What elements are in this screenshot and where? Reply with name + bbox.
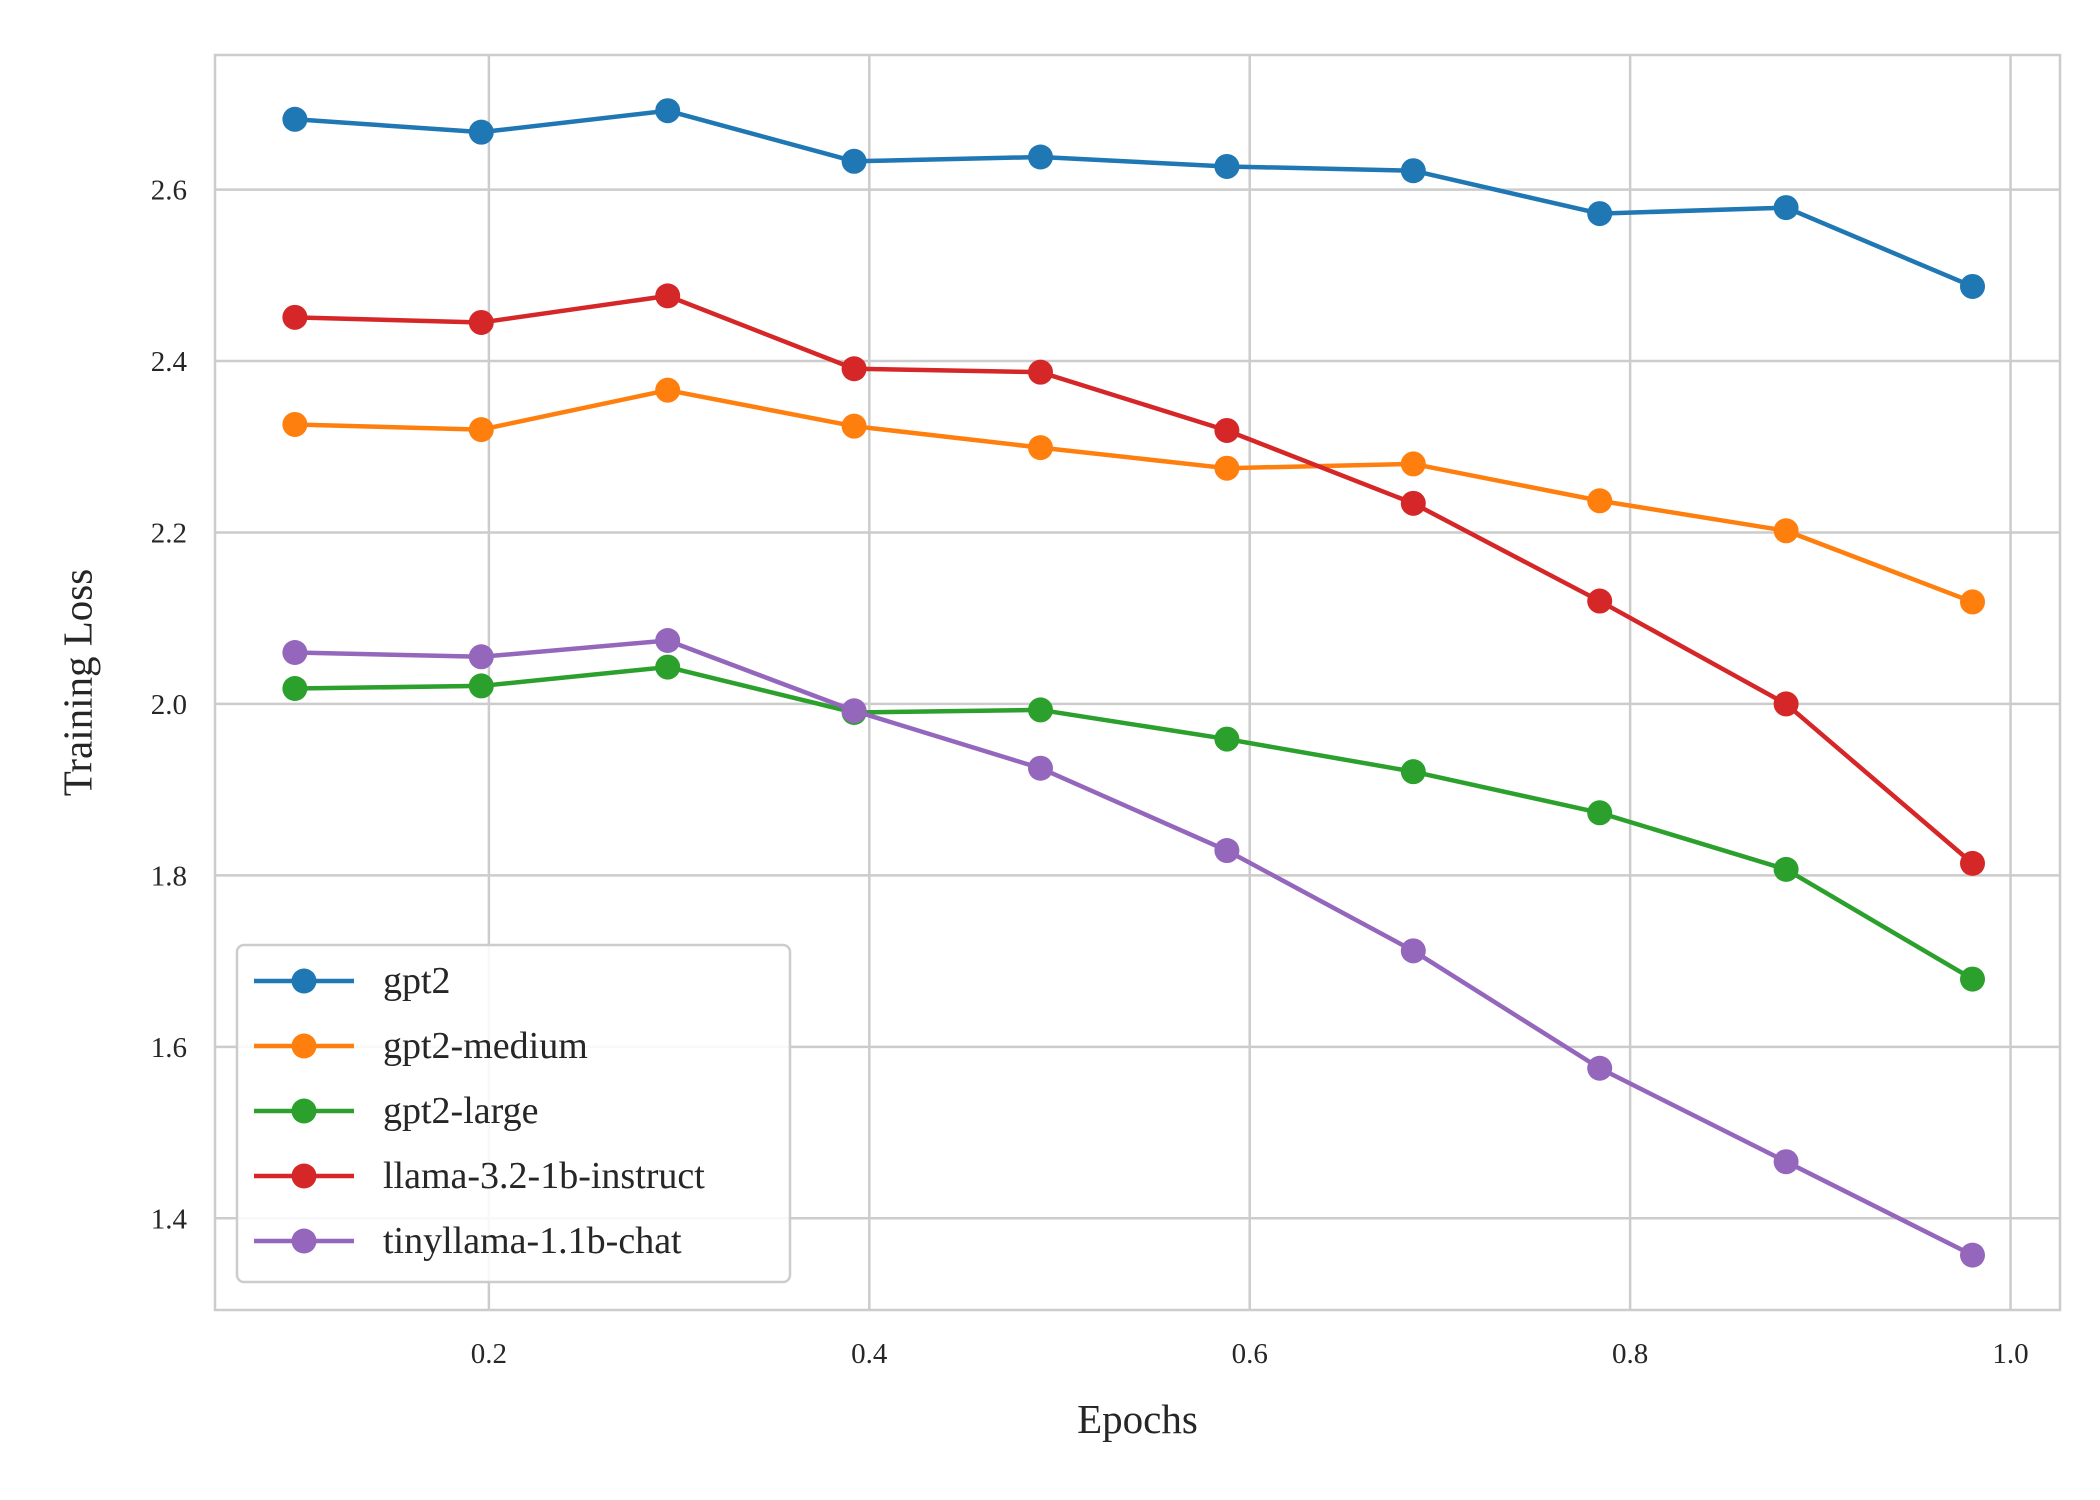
legend-item: gpt2-large bbox=[254, 1090, 538, 1132]
data-point bbox=[655, 627, 681, 653]
data-point bbox=[655, 98, 681, 124]
data-point bbox=[1960, 1242, 1986, 1268]
y-tick-label: 2.4 bbox=[151, 346, 188, 378]
legend-item: gpt2-medium bbox=[254, 1025, 588, 1067]
data-point bbox=[841, 148, 867, 174]
series-line bbox=[294, 387, 1974, 605]
data-point bbox=[1960, 273, 1986, 299]
y-tick-label: 2.2 bbox=[151, 517, 187, 549]
data-point bbox=[1773, 518, 1799, 544]
grid bbox=[215, 55, 2060, 1310]
legend-item: tinyllama-1.1b-chat bbox=[254, 1220, 682, 1262]
series-llama-3.2-1b-instruct bbox=[282, 283, 1986, 876]
data-point bbox=[1027, 359, 1053, 385]
data-point bbox=[1400, 490, 1426, 516]
data-point bbox=[1587, 588, 1613, 614]
x-tick-label: 0.8 bbox=[1612, 1338, 1648, 1370]
data-point bbox=[841, 698, 867, 724]
series-tinyllama-1.1b-chat bbox=[282, 627, 1986, 1268]
plot-frame bbox=[213, 53, 2062, 1312]
legend-swatch-marker bbox=[291, 968, 317, 994]
legend-swatch-marker bbox=[291, 1098, 317, 1124]
legend-label: tinyllama-1.1b-chat bbox=[383, 1220, 682, 1262]
legend-swatch-marker bbox=[291, 1163, 317, 1189]
series-line bbox=[294, 664, 1974, 982]
legend-label: gpt2-large bbox=[383, 1090, 538, 1132]
data-point bbox=[1214, 417, 1240, 443]
data-point bbox=[468, 644, 494, 670]
data-point bbox=[1400, 759, 1426, 785]
data-point bbox=[841, 413, 867, 439]
data-point bbox=[1400, 158, 1426, 184]
series-line bbox=[294, 638, 1974, 1258]
series-gpt2 bbox=[282, 98, 1986, 299]
data-point bbox=[1027, 435, 1053, 461]
data-point bbox=[1400, 451, 1426, 477]
data-point bbox=[1773, 856, 1799, 882]
y-tick-label: 1.4 bbox=[151, 1203, 188, 1235]
series-lines bbox=[282, 98, 1986, 1268]
data-point bbox=[655, 283, 681, 309]
data-point bbox=[1960, 589, 1986, 615]
legend-box bbox=[235, 943, 792, 1284]
data-point bbox=[468, 309, 494, 335]
legend-label: gpt2-medium bbox=[383, 1025, 588, 1067]
data-point bbox=[282, 106, 308, 132]
x-tick-label: 0.6 bbox=[1232, 1338, 1268, 1370]
data-point bbox=[1214, 153, 1240, 179]
x-axis-title: Epochs bbox=[1077, 1396, 1198, 1442]
data-point bbox=[1027, 755, 1053, 781]
data-point bbox=[1587, 1055, 1613, 1081]
data-point bbox=[282, 676, 308, 702]
data-point bbox=[468, 417, 494, 443]
data-point bbox=[1027, 697, 1053, 723]
data-point bbox=[282, 639, 308, 665]
data-point bbox=[1587, 488, 1613, 514]
series-line bbox=[294, 108, 1974, 289]
x-tick-labels: 0.2 0.4 0.6 0.8 1.0 bbox=[471, 1338, 2029, 1370]
data-point bbox=[1960, 966, 1986, 992]
data-point bbox=[841, 356, 867, 382]
y-tick-label: 2.6 bbox=[151, 175, 187, 207]
series-gpt2-medium bbox=[282, 377, 1986, 615]
legend: gpt2 gpt2-medium gpt2-large llama-3.2-1b-in… bbox=[235, 943, 792, 1284]
x-tick-label: 1.0 bbox=[1992, 1338, 2028, 1370]
y-axis-title: Training Loss bbox=[54, 569, 100, 796]
series-line bbox=[294, 293, 1974, 866]
data-point bbox=[1773, 195, 1799, 221]
y-tick-labels: 1.4 1.6 1.8 2.0 2.2 2.4 2.6 bbox=[151, 175, 188, 1236]
legend-swatch-marker bbox=[291, 1228, 317, 1254]
data-point bbox=[1214, 726, 1240, 752]
data-point bbox=[282, 304, 308, 330]
data-point bbox=[1587, 800, 1613, 826]
data-point bbox=[1400, 938, 1426, 964]
y-tick-label: 1.8 bbox=[151, 860, 187, 892]
data-point bbox=[655, 377, 681, 403]
data-point bbox=[1587, 201, 1613, 227]
legend-swatch-marker bbox=[291, 1033, 317, 1059]
data-point bbox=[1214, 455, 1240, 481]
data-point bbox=[468, 673, 494, 699]
data-point bbox=[1214, 838, 1240, 864]
data-point bbox=[1027, 144, 1053, 170]
y-tick-label: 1.6 bbox=[151, 1032, 187, 1064]
legend-label: llama-3.2-1b-instruct bbox=[383, 1155, 705, 1197]
x-tick-label: 0.4 bbox=[851, 1338, 888, 1370]
legend-item: gpt2 bbox=[254, 960, 451, 1002]
data-point bbox=[655, 654, 681, 680]
data-point bbox=[1773, 691, 1799, 717]
y-tick-label: 2.0 bbox=[151, 689, 187, 721]
legend-item: llama-3.2-1b-instruct bbox=[254, 1155, 705, 1197]
data-point bbox=[468, 119, 494, 145]
x-tick-label: 0.2 bbox=[471, 1338, 507, 1370]
data-point bbox=[282, 411, 308, 437]
legend-label: gpt2 bbox=[383, 960, 451, 1002]
data-point bbox=[1960, 850, 1986, 876]
data-point bbox=[1773, 1149, 1799, 1175]
